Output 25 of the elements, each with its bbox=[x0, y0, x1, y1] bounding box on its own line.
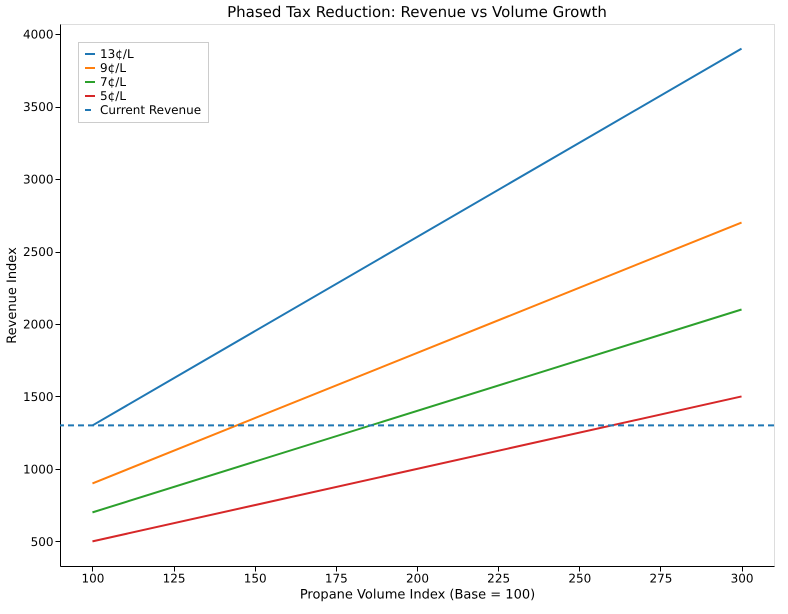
x-tick-label: 275 bbox=[649, 572, 672, 586]
legend-label: 9¢/L bbox=[100, 61, 126, 75]
legend-label: 7¢/L bbox=[100, 75, 126, 89]
legend-label: Current Revenue bbox=[100, 103, 202, 117]
x-tick-label: 100 bbox=[82, 572, 104, 586]
legend-label: 5¢/L bbox=[100, 89, 126, 103]
x-tick-label: 125 bbox=[162, 572, 186, 586]
x-tick-label: 225 bbox=[487, 572, 510, 586]
y-tick-label: 3500 bbox=[22, 100, 54, 114]
y-tick-label: 1000 bbox=[22, 462, 54, 476]
y-axis-title: Revenue Index bbox=[4, 246, 20, 344]
y-tick-label: 3000 bbox=[22, 172, 54, 187]
x-tick-label: 200 bbox=[406, 572, 429, 586]
y-tick-label: 2000 bbox=[22, 317, 54, 332]
x-axis-title: Propane Volume Index (Base = 100) bbox=[300, 588, 536, 602]
y-tick-label: 500 bbox=[30, 534, 54, 549]
x-tick-label: 150 bbox=[244, 572, 267, 586]
x-tick-label: 175 bbox=[324, 572, 348, 586]
x-tick-label: 300 bbox=[730, 572, 754, 586]
y-tick-label: 2500 bbox=[22, 245, 54, 260]
x-tick-label: 250 bbox=[568, 572, 592, 586]
legend-label: 13¢/L bbox=[100, 47, 134, 61]
y-tick-label: 4000 bbox=[22, 28, 54, 42]
chart-title: Phased Tax Reduction: Revenue vs Volume Growth bbox=[227, 3, 607, 21]
y-tick-label: 1500 bbox=[22, 390, 54, 404]
